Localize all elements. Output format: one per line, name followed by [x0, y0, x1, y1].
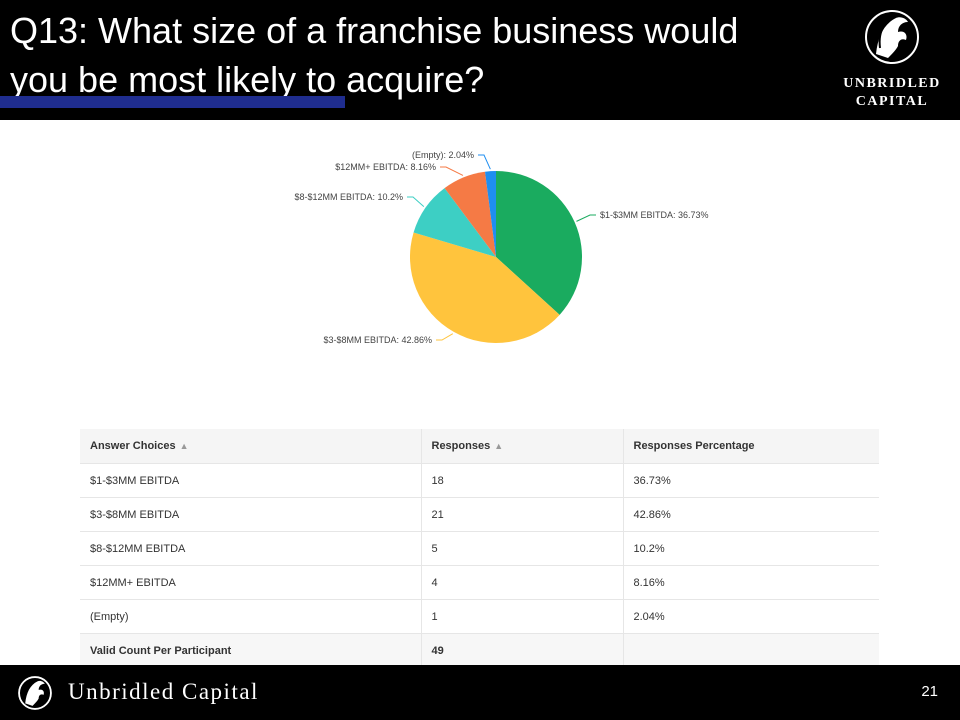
cell-responses: 4	[421, 565, 624, 600]
table-row: (Empty) 1 2.04%	[80, 599, 879, 634]
cell-percentage: 36.73%	[623, 463, 879, 498]
table-row: $3-$8MM EBITDA 21 42.86%	[80, 497, 879, 532]
responses-table: Answer Choices ▲︎ Responses ▲︎ Responses P…	[80, 429, 879, 668]
slice-empty[interactable]	[485, 171, 496, 257]
table-row: $8-$12MM EBITDA 5 10.2%	[80, 531, 879, 566]
cell-answer: (Empty)	[80, 599, 422, 634]
slice-label: (Empty): 2.04%	[412, 150, 474, 160]
slide-header: Q13: What size of a franchise business w…	[0, 0, 960, 120]
cell-answer: $12MM+ EBITDA	[80, 565, 422, 600]
cell-answer: $1-$3MM EBITDA	[80, 463, 422, 498]
title-line-2: you be most likely to acquire?	[10, 59, 485, 100]
total-empty	[623, 633, 879, 668]
footer-brand-name: Unbridled Capital	[68, 679, 259, 704]
table-row: $1-$3MM EBITDA 18 36.73%	[80, 463, 879, 498]
slide-title: Q13: What size of a franchise business w…	[10, 6, 830, 104]
total-count: 49	[421, 633, 624, 668]
column-header-responses[interactable]: Responses ▲︎	[421, 429, 624, 464]
leader-line	[440, 166, 464, 176]
cell-responses: 21	[421, 497, 624, 532]
page-number: 21	[921, 683, 938, 700]
total-label: Valid Count Per Participant	[80, 633, 422, 668]
table-row: $12MM+ EBITDA 4 8.16%	[80, 565, 879, 600]
slice-label: $1-$3MM EBITDA: 36.73%	[600, 210, 709, 220]
slice-label: $3-$8MM EBITDA: 42.86%	[323, 335, 432, 345]
sort-icon[interactable]: ▲︎	[494, 441, 504, 451]
cell-responses: 5	[421, 531, 624, 566]
cell-percentage: 2.04%	[623, 599, 879, 634]
table-header-row: Answer Choices ▲︎ Responses ▲︎ Responses P…	[80, 429, 879, 464]
cell-responses: 1	[421, 599, 624, 634]
logo-text-line-2: CAPITAL	[855, 94, 929, 109]
logo-text-line-1: UNBRIDLED	[843, 76, 941, 91]
leader-line	[436, 333, 454, 341]
brand-logo: UNBRIDLED CAPITAL	[830, 6, 954, 116]
cell-percentage: 10.2%	[623, 531, 879, 566]
slice-label: $8-$12MM EBITDA: 10.2%	[294, 192, 403, 202]
cell-percentage: 42.86%	[623, 497, 879, 532]
title-line-1: Q13: What size of a franchise business w…	[10, 10, 739, 51]
leader-line	[407, 196, 425, 208]
column-header-percentage: Responses Percentage	[623, 429, 879, 464]
pie-chart-svg: $1-$3MM EBITDA: 36.73% $3-$8MM EBITDA: 42…	[294, 150, 709, 345]
column-header-label: Answer Choices	[90, 440, 176, 452]
cell-answer: $8-$12MM EBITDA	[80, 531, 422, 566]
leader-line	[576, 214, 596, 222]
slide-footer: Unbridled Capital 21	[0, 665, 960, 720]
slice-8-12mm[interactable]	[413, 188, 496, 257]
pie-chart: $1-$3MM EBITDA: 36.73% $3-$8MM EBITDA: 42…	[260, 140, 740, 360]
horse-head-icon	[18, 676, 52, 710]
column-header-label: Responses	[431, 440, 491, 452]
horse-head-icon	[865, 10, 919, 64]
slice-label: $12MM+ EBITDA: 8.16%	[335, 162, 436, 172]
table-total-row: Valid Count Per Participant 49	[80, 633, 879, 668]
slice-3-8mm[interactable]	[410, 232, 560, 343]
title-underline	[0, 96, 345, 108]
slice-12mm-plus[interactable]	[444, 171, 496, 257]
cell-responses: 18	[421, 463, 624, 498]
cell-answer: $3-$8MM EBITDA	[80, 497, 422, 532]
sort-icon[interactable]: ▲︎	[179, 441, 189, 451]
cell-percentage: 8.16%	[623, 565, 879, 600]
column-header-label: Responses Percentage	[633, 440, 755, 452]
slice-1-3mm[interactable]	[496, 171, 582, 315]
leader-line	[478, 154, 491, 170]
column-header-answer-choices[interactable]: Answer Choices ▲︎	[80, 429, 422, 464]
